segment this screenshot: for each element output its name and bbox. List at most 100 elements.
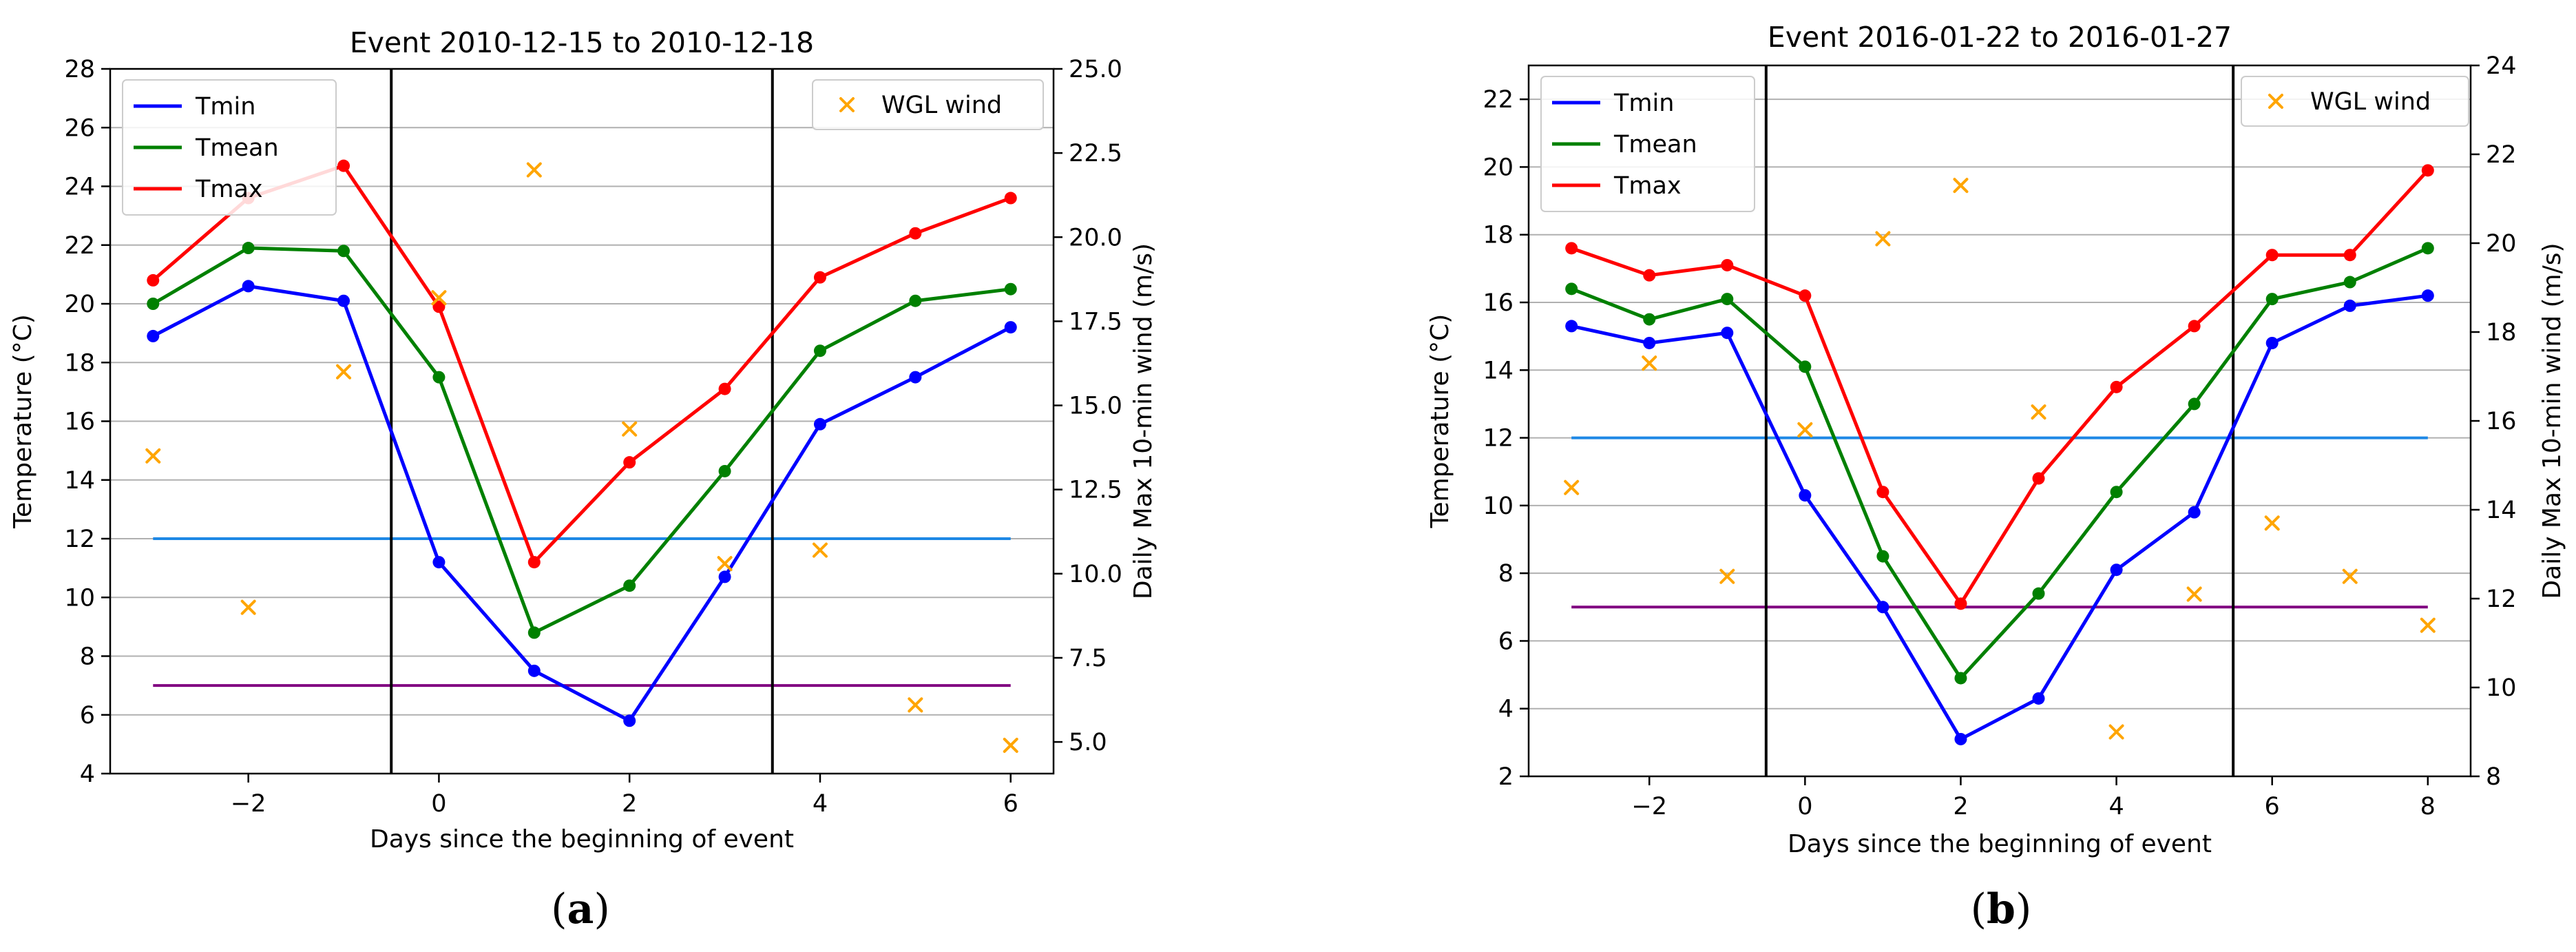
data-point-b-tmean-3 [1799, 360, 1812, 373]
y2-tick-label-a-7: 22.5 [1069, 140, 1122, 167]
wind-marker-b-9 [2264, 515, 2280, 531]
subfigure-label-b-letter: b [1987, 885, 2015, 933]
y2-tick-label-a-3: 12.5 [1069, 477, 1122, 504]
data-point-a-tmin-1 [242, 280, 255, 293]
data-point-b-tmin-3 [1799, 489, 1812, 502]
data-point-a-tmean-3 [432, 371, 446, 384]
data-point-b-tmax-4 [1876, 486, 1889, 499]
y-tick-label-b-3: 8 [1498, 560, 1514, 588]
data-point-a-tmin-2 [337, 294, 350, 307]
data-point-b-tmin-7 [2110, 563, 2123, 577]
wind-marker-b-0 [1564, 479, 1580, 495]
subfigure-label-b-text: (b) [1971, 885, 2032, 933]
y2-axis-label-a: Daily Max 10-min wind (m/s) [1129, 243, 1158, 599]
wind-marker-a-6 [717, 556, 733, 572]
y-tick-label-b-4: 10 [1483, 493, 1514, 520]
data-point-b-tmin-5 [1954, 732, 1967, 745]
x-tick-label-b-0: −2 [1631, 793, 1667, 820]
y-axis-label-a: Temperature (°C) [9, 314, 37, 529]
data-point-a-tmax-8 [909, 227, 922, 240]
data-point-a-tmean-5 [623, 579, 636, 592]
data-point-b-tmin-11 [2421, 289, 2434, 302]
x-tick-label-b-3: 4 [2108, 793, 2124, 820]
y2-tick-label-a-6: 20.0 [1069, 224, 1122, 251]
y-tick-label-a-4: 12 [64, 526, 95, 553]
y-tick-label-a-12: 28 [64, 56, 95, 83]
data-point-a-tmax-7 [813, 271, 826, 284]
chart-title-b: Event 2016-01-22 to 2016-01-27 [1768, 21, 2232, 54]
wind-marker-a-9 [1003, 737, 1018, 753]
x-axis-label-b: Days since the beginning of event [1788, 830, 2212, 858]
wind-marker-b-3 [1797, 422, 1813, 437]
data-point-b-tmean-11 [2421, 242, 2434, 255]
wind-marker-a-4 [526, 162, 542, 178]
wind-marker-b-10 [2342, 568, 2358, 584]
subfigure-label-a-letter: a [567, 885, 594, 933]
y2-tick-label-a-1: 7.5 [1069, 645, 1107, 672]
data-point-b-tmax-1 [1643, 269, 1656, 282]
subfigure-label-a-open: ( [551, 885, 567, 933]
wind-marker-b-5 [1953, 178, 1969, 194]
data-point-a-tmin-4 [527, 664, 541, 677]
subfigure-label-a-close: ) [594, 885, 609, 933]
y-tick-label-b-7: 16 [1483, 289, 1514, 317]
y-tick-label-a-5: 14 [64, 467, 95, 495]
wind-marker-b-11 [2420, 617, 2436, 633]
data-point-a-tmax-0 [147, 273, 160, 287]
y-tick-label-a-10: 24 [64, 174, 95, 201]
data-point-b-tmin-2 [1721, 327, 1734, 340]
y2-tick-label-a-5: 17.5 [1069, 308, 1122, 335]
y-tick-label-b-5: 12 [1483, 425, 1514, 453]
data-point-b-tmax-6 [2032, 472, 2045, 485]
y-tick-label-a-3: 10 [64, 584, 95, 612]
y2-tick-label-a-4: 15.0 [1069, 393, 1122, 420]
data-point-a-tmax-3 [432, 300, 446, 313]
data-point-a-tmean-6 [718, 464, 731, 477]
legend-label-a-wind: WGL wind [881, 92, 1002, 119]
y2-tick-label-a-0: 5.0 [1069, 729, 1107, 756]
data-point-b-tmin-4 [1876, 601, 1889, 614]
y-tick-label-b-6: 14 [1483, 357, 1514, 384]
y2-tick-label-b-8: 24 [2486, 52, 2517, 80]
wind-marker-b-6 [2031, 404, 2046, 420]
subfigure-label-b-open: ( [1971, 885, 1987, 933]
y2-tick-label-b-1: 10 [2486, 674, 2517, 702]
series-line-b-tmax [1571, 169, 2429, 606]
x-tick-label-b-5: 8 [2420, 793, 2436, 820]
series-line-a-tmean [152, 246, 1012, 634]
y-tick-label-a-2: 8 [80, 643, 95, 671]
legend-temperature-a [122, 79, 337, 216]
x-axis-label-a: Days since the beginning of event [370, 825, 794, 853]
data-point-b-tmean-0 [1565, 282, 1578, 296]
wind-marker-a-7 [812, 542, 828, 558]
x-tick-label-a-2: 2 [622, 790, 637, 818]
y-tick-label-a-11: 26 [64, 114, 95, 142]
data-point-a-tmin-6 [718, 570, 731, 583]
data-point-b-tmean-7 [2110, 486, 2123, 499]
y-tick-label-b-2: 6 [1498, 628, 1514, 655]
data-point-a-tmin-9 [1004, 321, 1017, 334]
data-point-a-tmean-8 [909, 294, 922, 307]
wind-marker-a-8 [908, 697, 923, 713]
data-point-a-tmin-7 [813, 417, 826, 431]
x-tick-label-b-1: 0 [1797, 793, 1812, 820]
legend-label-a-tmin: Tmin [195, 93, 255, 121]
y-tick-label-a-9: 22 [64, 232, 95, 260]
chart-title-a: Event 2010-12-15 to 2010-12-18 [350, 26, 814, 59]
y2-tick-label-a-8: 25.0 [1069, 56, 1122, 83]
wind-marker-b-7 [2108, 724, 2124, 740]
data-point-a-tmin-0 [147, 329, 160, 342]
legend-temperature-b [1540, 76, 1755, 212]
data-point-a-tmean-2 [337, 245, 350, 258]
wind-marker-a-0 [145, 448, 161, 464]
series-line-b-tmin [1571, 293, 2429, 741]
data-point-a-tmax-4 [527, 556, 541, 569]
data-point-b-tmin-0 [1565, 320, 1578, 333]
data-point-a-tmin-8 [909, 371, 922, 384]
legend-wind-b [2241, 76, 2469, 127]
data-point-a-tmin-5 [623, 714, 636, 727]
data-point-b-tmean-8 [2188, 397, 2201, 411]
series-line-b-tmean [1571, 247, 2429, 680]
subfigure-label-b-close: ) [2015, 885, 2031, 933]
data-point-b-tmin-8 [2188, 506, 2201, 519]
